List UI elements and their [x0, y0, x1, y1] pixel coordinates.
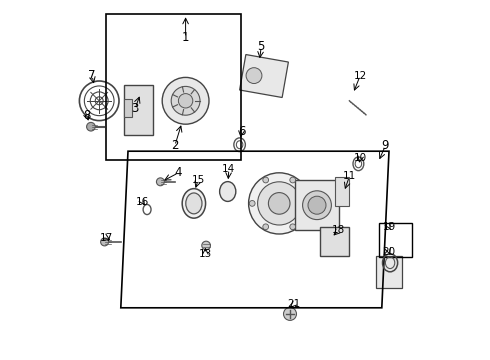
- Circle shape: [202, 241, 210, 250]
- Circle shape: [263, 177, 269, 183]
- Bar: [124, 85, 153, 135]
- Ellipse shape: [182, 189, 206, 218]
- Text: 9: 9: [382, 139, 389, 152]
- Polygon shape: [320, 227, 349, 256]
- Bar: [376, 256, 402, 288]
- Text: 8: 8: [83, 109, 90, 122]
- Text: 19: 19: [382, 222, 395, 232]
- Circle shape: [290, 177, 295, 183]
- Text: 4: 4: [174, 166, 182, 179]
- Bar: [335, 177, 349, 206]
- Circle shape: [303, 201, 309, 206]
- Text: 21: 21: [287, 299, 300, 309]
- Circle shape: [100, 238, 109, 246]
- Circle shape: [171, 86, 200, 115]
- Text: 6: 6: [238, 125, 245, 138]
- Circle shape: [258, 182, 301, 225]
- Circle shape: [248, 173, 310, 234]
- Bar: [240, 55, 289, 98]
- Text: 10: 10: [354, 153, 367, 163]
- Text: 7: 7: [88, 69, 96, 82]
- Circle shape: [308, 196, 326, 214]
- Circle shape: [156, 178, 164, 186]
- Circle shape: [263, 224, 269, 230]
- Ellipse shape: [186, 193, 202, 214]
- Circle shape: [87, 122, 95, 131]
- Text: 1: 1: [182, 31, 189, 44]
- Ellipse shape: [220, 181, 236, 202]
- Circle shape: [246, 68, 262, 84]
- Text: 20: 20: [382, 247, 395, 257]
- Circle shape: [284, 307, 296, 320]
- Bar: [106, 14, 242, 160]
- Bar: [379, 223, 413, 257]
- Text: 18: 18: [332, 225, 345, 235]
- Text: 15: 15: [192, 175, 205, 185]
- Text: 11: 11: [343, 171, 356, 181]
- Circle shape: [162, 77, 209, 124]
- Text: 13: 13: [199, 249, 212, 259]
- Circle shape: [290, 224, 295, 230]
- Text: 2: 2: [171, 139, 178, 152]
- Circle shape: [178, 94, 193, 108]
- Circle shape: [303, 191, 331, 220]
- Text: 5: 5: [258, 40, 265, 53]
- Bar: [295, 180, 339, 230]
- Text: 14: 14: [222, 164, 235, 174]
- Bar: [124, 99, 132, 117]
- Text: 17: 17: [100, 233, 113, 243]
- Ellipse shape: [139, 86, 148, 98]
- Circle shape: [249, 201, 255, 206]
- Circle shape: [269, 193, 290, 214]
- Ellipse shape: [141, 88, 147, 95]
- Text: 12: 12: [354, 71, 367, 81]
- Text: 16: 16: [136, 197, 149, 207]
- Text: 3: 3: [131, 102, 139, 114]
